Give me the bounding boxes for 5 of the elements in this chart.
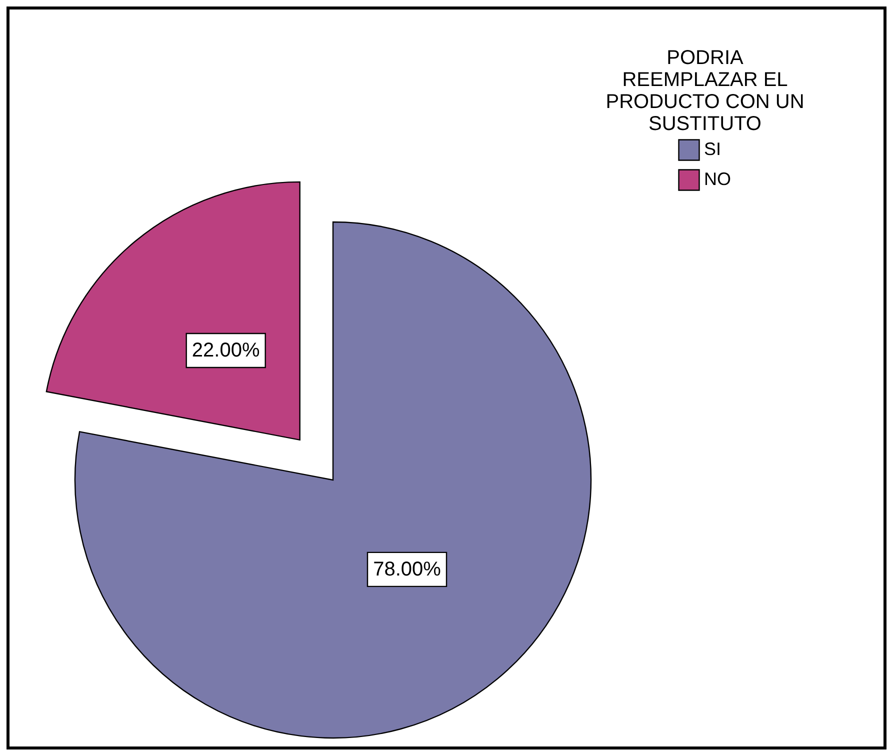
- legend-label: NO: [704, 169, 731, 189]
- legend-title: PODRIA REEMPLAZAR EL PRODUCTO CON UN SUSTITUTO: [606, 47, 804, 135]
- legend-label: SI: [704, 139, 722, 159]
- data-label: 78.00%: [373, 558, 442, 580]
- data-label: 22.00%: [192, 339, 260, 362]
